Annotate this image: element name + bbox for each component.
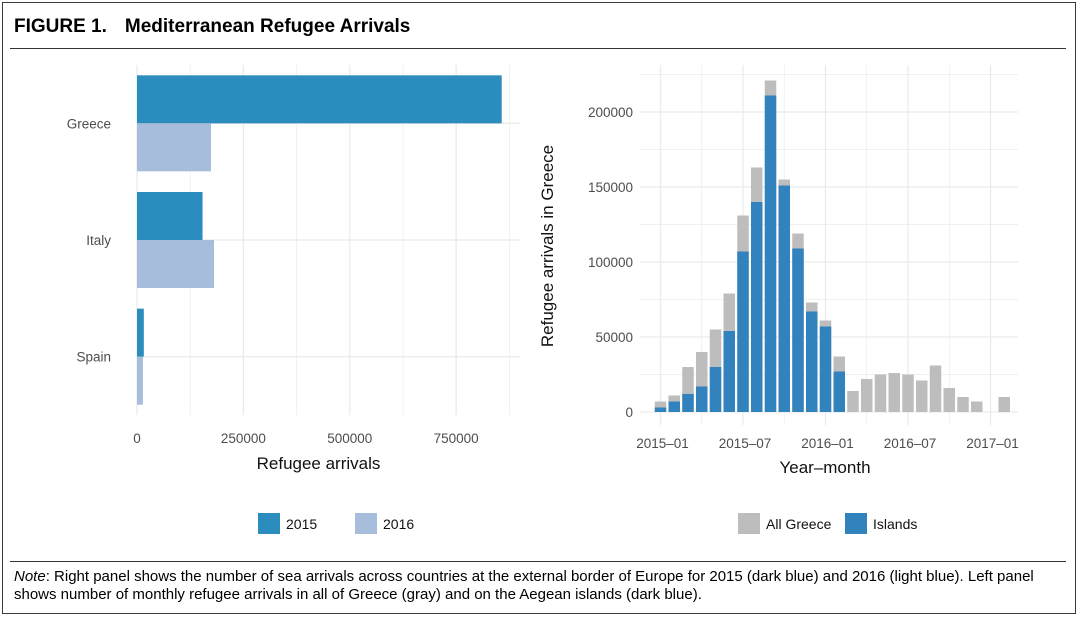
bar-all-greece-2015-03 [682,367,694,412]
bar-all-greece-2015-04 [696,352,708,412]
bar-spain-2015 [137,308,144,357]
left-bar-chart: Greece Italy Spain 0 250000 500000 750000 Refug… [67,65,520,534]
bar-islands-2015-11 [792,248,804,412]
figure-number: FIGURE 1. [14,16,107,37]
y-tick-label: 100000 [588,255,633,270]
legend-swatch-2015 [258,513,280,534]
bar-islands-2015-10 [778,185,790,412]
bar-all-greece-2016-10 [943,388,955,412]
x-tick-label: 250000 [221,431,266,446]
x-tick-label: 2015–01 [636,436,689,451]
x-tick-label: 2015–07 [719,436,772,451]
legend-label-2015: 2015 [286,516,317,532]
y-tick-label: 200000 [588,105,633,120]
bar-islands-2016-02 [833,371,845,412]
y-tick-label: Greece [67,116,111,131]
bar-all-greece-2016-08 [916,380,928,412]
y-tick-label: 50000 [595,330,633,345]
figure-title-text: Mediterranean Refugee Arrivals [124,16,411,37]
legend-label-2016: 2016 [383,516,414,532]
legend-label-islands: Islands [873,516,917,532]
y-tick-label: Spain [76,350,111,365]
bar-islands-2015-02 [668,401,680,412]
bar-all-greece-2016-03 [847,391,859,412]
note-text: : Right panel shows the number of sea ar… [14,568,1034,603]
bar-islands-2015-12 [806,311,818,412]
bar-greece-2016 [137,123,212,172]
y-axis-title: Refugee arrivals in Greece [538,145,557,347]
right-bar-chart: 0 50000 100000 150000 200000 2015–01 2015–07 20… [538,65,1019,534]
bar-all-greece-2016-06 [888,373,900,412]
bar-all-greece-2016-11 [957,397,969,412]
bar-islands-2015-09 [764,95,777,412]
x-tick-label: 500000 [327,431,372,446]
legend-swatch-2016 [355,513,377,534]
bar-spain-2016 [137,356,143,405]
x-tick-label: 2016–01 [801,436,854,451]
legend-swatch-all-greece [738,513,760,534]
bar-all-greece-2016-04 [861,379,873,412]
bar-islands-2015-06 [723,331,735,412]
bar-islands-2016-01 [819,326,832,412]
bar-all-greece-2017-02 [998,397,1010,412]
x-axis-title: Year–month [779,458,870,477]
bar-islands-2015-04 [696,386,708,412]
bar-italy-2016 [137,240,215,288]
note-rule [10,561,1066,562]
bar-islands-2015-01 [654,407,667,412]
bar-islands-2015-08 [751,202,763,412]
legend-swatch-islands [845,513,867,534]
x-axis-title: Refugee arrivals [257,454,381,473]
bar-greece-2015 [137,75,502,124]
bar-italy-2015 [137,192,203,240]
x-tick-label: 750000 [434,431,479,446]
x-tick-label: 2016–07 [884,436,937,451]
legend-label-all-greece: All Greece [766,516,832,532]
x-tick-label: 0 [133,431,141,446]
bar-all-greece-2016-05 [874,374,887,412]
title-rule [10,48,1066,49]
y-tick-label: 150000 [588,180,633,195]
bar-all-greece-2016-12 [971,401,983,412]
bar-all-greece-2015-01 [654,401,667,412]
bar-all-greece-2016-07 [902,374,914,412]
bar-islands-2015-03 [682,394,694,412]
bar-islands-2015-07 [737,251,749,412]
bar-islands-2015-05 [709,367,722,412]
x-tick-label: 2017–01 [966,436,1019,451]
figure-note: Note: Right panel shows the number of se… [14,568,1066,604]
y-tick-label: Italy [86,233,111,248]
bar-all-greece-2016-09 [929,365,942,412]
note-prefix: Note [14,568,46,585]
y-tick-label: 0 [625,405,633,420]
figure-title: FIGURE 1. Mediterranean Refugee Arrivals [14,16,410,38]
